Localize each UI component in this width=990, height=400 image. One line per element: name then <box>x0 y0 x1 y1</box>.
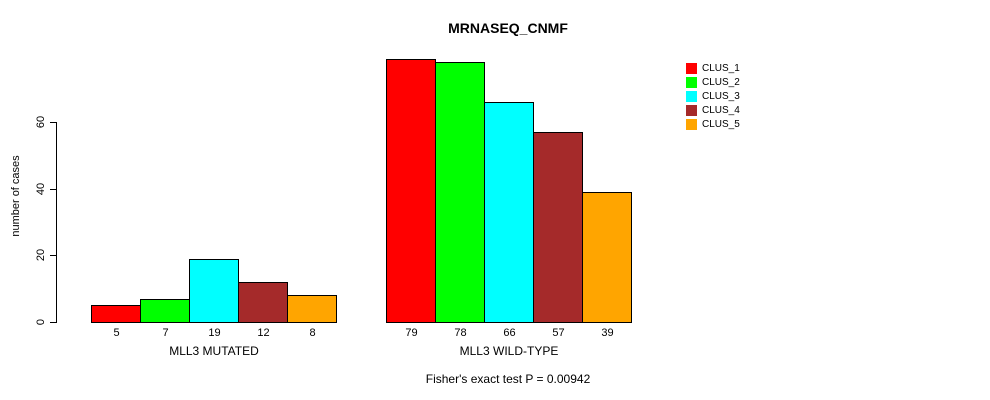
legend-label: CLUS_1 <box>702 63 740 74</box>
bar-clus_5-mll3-wild-type <box>582 192 632 323</box>
y-tick-label: 40 <box>35 182 47 195</box>
legend-swatch-icon <box>686 63 697 74</box>
bar-value-label-clus_3-mll3-mutated: 19 <box>208 327 221 339</box>
legend-label: CLUS_4 <box>702 105 740 116</box>
chart-title: MRNASEQ_CNMF <box>448 20 568 36</box>
bar-clus_1-mll3-wild-type <box>386 59 436 323</box>
y-tick-label: 0 <box>35 318 47 326</box>
bar-value-label-clus_5-mll3-wild-type: 39 <box>601 327 614 339</box>
bar-clus_2-mll3-mutated <box>140 299 190 323</box>
y-axis-label: number of cases <box>10 155 22 237</box>
x-group-label-mll3-wild-type: MLL3 WILD-TYPE <box>459 344 559 358</box>
bar-clus_4-mll3-wild-type <box>533 132 583 323</box>
legend-item-clus_5: CLUS_5 <box>686 119 740 130</box>
y-tick-mark <box>50 255 56 257</box>
y-tick-label: 60 <box>35 116 47 129</box>
legend-item-clus_2: CLUS_2 <box>686 77 740 88</box>
legend-swatch-icon <box>686 119 697 130</box>
bar-value-label-clus_5-mll3-mutated: 8 <box>309 327 316 339</box>
bar-value-label-clus_3-mll3-wild-type: 66 <box>503 327 516 339</box>
legend-swatch-icon <box>686 77 697 88</box>
bar-clus_3-mll3-mutated <box>189 259 239 323</box>
y-tick-mark <box>50 322 56 323</box>
bar-value-label-clus_2-mll3-wild-type: 78 <box>454 327 467 339</box>
bar-value-label-clus_2-mll3-mutated: 7 <box>162 327 169 339</box>
legend-item-clus_3: CLUS_3 <box>686 91 740 102</box>
legend-swatch-icon <box>686 105 697 116</box>
bar-clus_5-mll3-mutated <box>287 295 337 323</box>
y-tick-mark <box>50 122 56 124</box>
legend-label: CLUS_3 <box>702 91 740 102</box>
legend-item-clus_1: CLUS_1 <box>686 63 740 74</box>
x-group-label-mll3-mutated: MLL3 MUTATED <box>169 344 259 358</box>
bar-clus_3-mll3-wild-type <box>484 102 534 323</box>
bar-value-label-clus_4-mll3-mutated: 12 <box>257 327 270 339</box>
legend-label: CLUS_2 <box>702 77 740 88</box>
y-axis-line <box>56 122 57 323</box>
bar-clus_2-mll3-wild-type <box>435 62 485 323</box>
bar-value-label-clus_1-mll3-mutated: 5 <box>113 327 120 339</box>
fisher-test-annotation: Fisher's exact test P = 0.00942 <box>425 372 591 386</box>
bar-clus_4-mll3-mutated <box>238 282 288 323</box>
bar-value-label-clus_1-mll3-wild-type: 79 <box>405 327 418 339</box>
legend-label: CLUS_5 <box>702 119 740 130</box>
bar-value-label-clus_4-mll3-wild-type: 57 <box>552 327 565 339</box>
legend-swatch-icon <box>686 91 697 102</box>
legend: CLUS_1 CLUS_2 CLUS_3 CLUS_4 CLUS_5 <box>686 63 740 130</box>
bar-clus_1-mll3-mutated <box>91 305 141 323</box>
legend-item-clus_4: CLUS_4 <box>686 105 740 116</box>
y-tick-label: 20 <box>35 249 47 262</box>
y-tick-mark <box>50 188 56 190</box>
